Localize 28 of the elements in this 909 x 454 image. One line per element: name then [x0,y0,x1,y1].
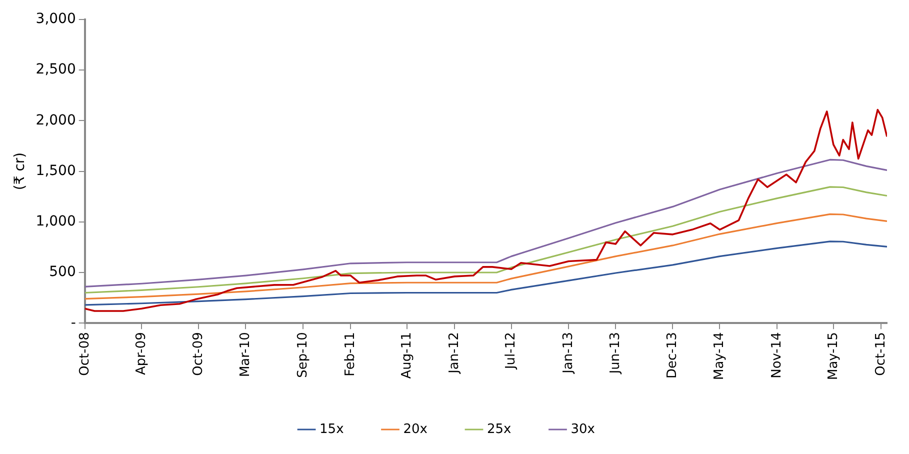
y-tick-label: 2,000 [36,112,76,128]
y-axis-title: (₹ cr) [12,152,28,190]
legend-label: 25x [487,422,512,437]
y-tick-label: 3,000 [36,11,76,28]
x-tick-label: Jul-12 [504,332,519,370]
x-tick-label: Nov-14 [769,332,784,378]
x-tick-label: Oct-09 [190,332,206,376]
x-tick-label: Dec-13 [665,332,680,379]
y-tick-label: 500 [49,264,76,280]
x-tick-label: Sep-10 [295,332,310,378]
y-tick-label: 2,500 [36,62,76,78]
y-tick-label: 1,000 [36,214,76,230]
x-tick-label: Jan-13 [561,332,576,374]
x-tick-label: Mar-10 [238,332,253,378]
legend-label: 20x [403,422,428,437]
y-tick-label: 1,500 [36,162,76,179]
x-tick-label: May-15 [826,332,841,380]
y-tick-label: - [70,314,76,331]
x-tick-label: Jun-13 [608,332,624,375]
legend-label: 30x [570,422,596,437]
legend-label: 15x [320,422,344,437]
x-tick-label: Apr-09 [134,332,149,376]
x-tick-label: May-14 [712,332,728,380]
x-tick-label: Jan-12 [447,332,462,374]
x-tick-label: Oct-08 [77,332,92,376]
x-tick-label: Feb-11 [342,332,358,376]
x-tick-label: Aug-11 [399,332,414,379]
x-tick-label: Oct-15 [873,332,888,376]
